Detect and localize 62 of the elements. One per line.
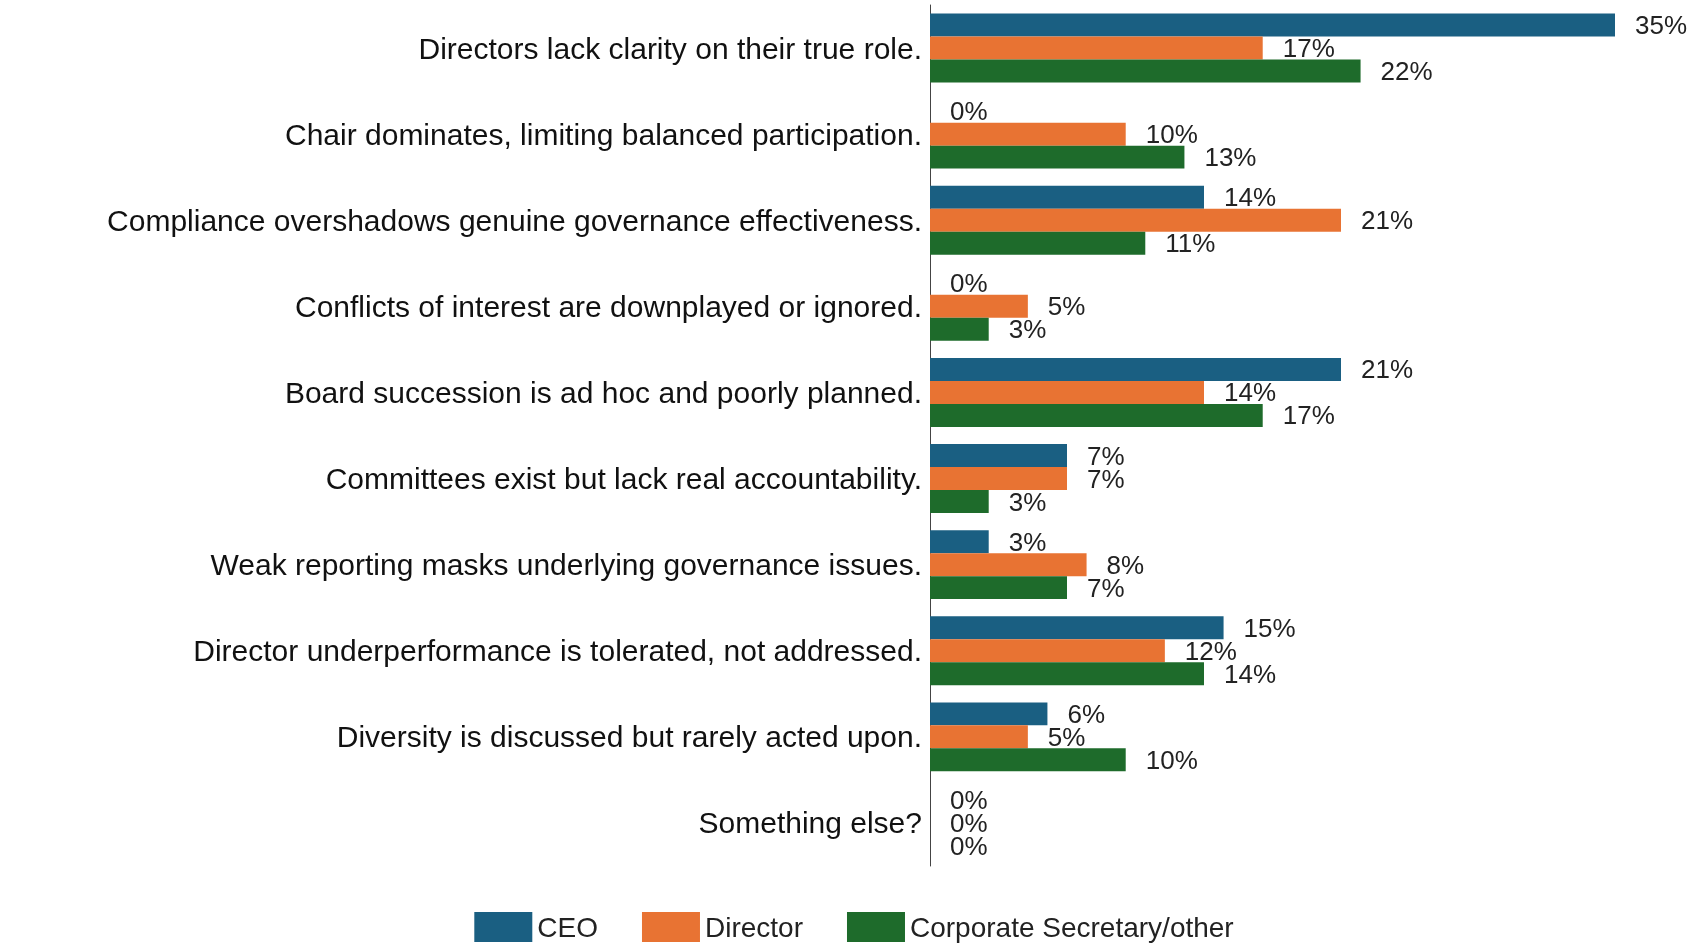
y-tick-label: Director underperformance is tolerated, not addressed. [193,634,922,668]
bar [930,380,1204,404]
bar [930,13,1615,37]
bar [930,662,1204,686]
data-label: 8% [1106,549,1145,580]
data-label: 5% [1047,291,1086,322]
legend-label: Director [704,911,803,943]
bar [930,59,1361,83]
bar [930,490,989,513]
y-tick-label: Committees exist but lack real accountability. [325,462,922,496]
bar [930,231,1146,255]
y-tick-label: Compliance overshadows genuine governance effectiveness. [107,203,922,237]
data-label: 3% [1008,314,1047,345]
y-tick-label: Conflicts of interest are downplayed or ignored. [294,289,922,323]
bar [930,702,1048,726]
y-tick-label: Diversity is discussed but rarely acted upon. [336,720,922,754]
y-tick-label: Something else? [698,806,922,840]
data-label: 35% [1635,10,1688,41]
data-label: 3% [1008,486,1047,517]
data-label: 21% [1361,354,1414,385]
legend-label: Corporate Secretary/other [909,911,1234,943]
data-label: 11% [1165,228,1216,259]
y-tick-label: Chair dominates, limiting balanced participation. [284,117,922,151]
bar [930,616,1224,640]
bar [930,403,1263,427]
data-label: 13% [1204,142,1257,173]
data-label: 6% [1067,698,1106,729]
data-label: 17% [1282,400,1335,431]
bar [930,317,989,341]
bar [930,725,1028,749]
data-label: 14% [1224,377,1277,408]
bar [930,208,1341,232]
bar [930,467,1067,491]
bar [930,530,989,554]
data-label: 15% [1243,612,1296,643]
data-label: 0% [950,96,988,127]
bar [930,185,1204,209]
bar [930,145,1185,169]
bar [930,553,1087,577]
data-label: 10% [1145,119,1198,150]
data-label: 21% [1361,205,1414,236]
data-label: 12% [1184,635,1237,666]
bar [930,358,1341,381]
data-label: 14% [1224,182,1277,213]
y-tick-label: Directors lack clarity on their true role. [418,31,922,65]
legend-label: CEO [537,911,598,943]
y-tick-label: Board succession is ad hoc and poorly planned. [284,375,922,409]
data-label: 7% [1087,440,1125,471]
data-label: 0% [950,784,988,815]
data-label: 0% [950,268,988,299]
bar [930,639,1165,663]
data-label: 17% [1282,33,1335,64]
bar [930,748,1126,772]
data-label: 10% [1145,744,1198,775]
bar [930,294,1028,318]
bar [930,122,1126,146]
data-label: 22% [1380,56,1433,87]
y-tick-label: Weak reporting masks underlying governance issues. [210,548,922,582]
bar [930,36,1263,60]
bar [930,576,1067,600]
data-label: 3% [1008,526,1047,557]
bar [930,444,1067,468]
